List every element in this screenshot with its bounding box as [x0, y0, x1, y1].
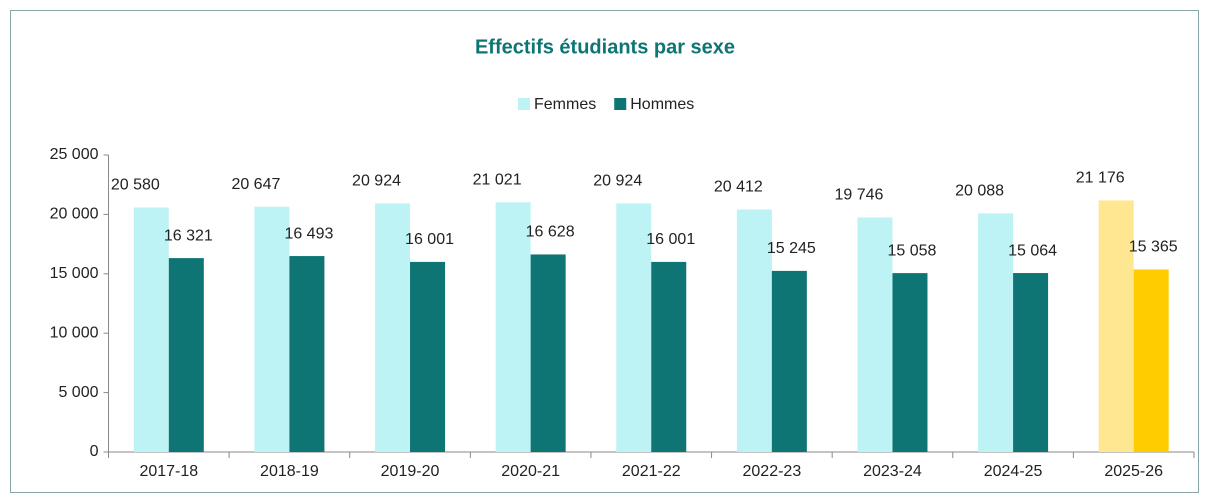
x-tick-label: 2024-25 — [984, 463, 1043, 480]
bar — [616, 203, 652, 452]
x-tick-label: 2020-21 — [501, 463, 560, 480]
data-label: 15 245 — [767, 240, 816, 257]
data-label: 15 064 — [1008, 242, 1057, 259]
x-tick-label: 2022-23 — [743, 463, 802, 480]
bar — [1013, 273, 1049, 452]
legend-label: Femmes — [534, 96, 596, 113]
x-tick-label: 2019-20 — [381, 463, 440, 480]
y-tick-label: 25 000 — [50, 146, 99, 163]
bar — [857, 217, 893, 452]
bar — [736, 209, 772, 452]
data-label: 16 493 — [284, 225, 333, 242]
data-label: 20 647 — [231, 176, 280, 193]
data-label: 15 058 — [888, 242, 937, 259]
data-label: 21 021 — [473, 171, 522, 188]
y-tick-label: 20 000 — [50, 206, 99, 223]
bar — [289, 256, 325, 452]
y-tick-label: 0 — [90, 443, 99, 460]
data-label: 20 580 — [111, 177, 160, 194]
x-tick-label: 2025-26 — [1104, 463, 1163, 480]
data-label: 20 088 — [955, 183, 1004, 200]
y-tick-label: 15 000 — [50, 265, 99, 282]
data-label: 20 924 — [352, 173, 401, 190]
data-label: 19 746 — [835, 187, 884, 204]
data-label: 16 321 — [164, 227, 213, 244]
bar — [978, 213, 1014, 452]
bar — [892, 273, 928, 452]
bar — [530, 254, 566, 452]
data-label: 16 628 — [526, 224, 575, 241]
bar — [771, 270, 807, 452]
x-tick-label: 2021-22 — [622, 463, 681, 480]
chart-title: Effectifs étudiants par sexe — [475, 36, 735, 58]
x-tick-label: 2017-18 — [139, 463, 198, 480]
legend-swatch — [518, 98, 530, 110]
legend-label: Hommes — [630, 96, 694, 113]
data-label: 16 001 — [405, 231, 454, 248]
x-tick-label: 2023-24 — [863, 463, 922, 480]
data-label: 21 176 — [1076, 170, 1125, 187]
data-label: 16 001 — [646, 231, 695, 248]
bar — [133, 207, 169, 452]
y-tick-label: 5 000 — [58, 384, 98, 401]
data-label: 20 924 — [593, 173, 642, 190]
bar — [410, 261, 446, 452]
x-tick-label: 2018-19 — [260, 463, 319, 480]
legend-swatch — [614, 98, 627, 110]
bar — [1133, 269, 1169, 452]
bar — [168, 258, 204, 452]
bar — [375, 203, 411, 452]
y-tick-label: 10 000 — [50, 324, 99, 341]
bar — [651, 261, 687, 452]
bar — [1098, 200, 1134, 452]
data-label: 15 365 — [1129, 239, 1178, 256]
bar — [254, 206, 290, 452]
data-label: 20 412 — [714, 179, 763, 196]
bar — [495, 202, 531, 452]
